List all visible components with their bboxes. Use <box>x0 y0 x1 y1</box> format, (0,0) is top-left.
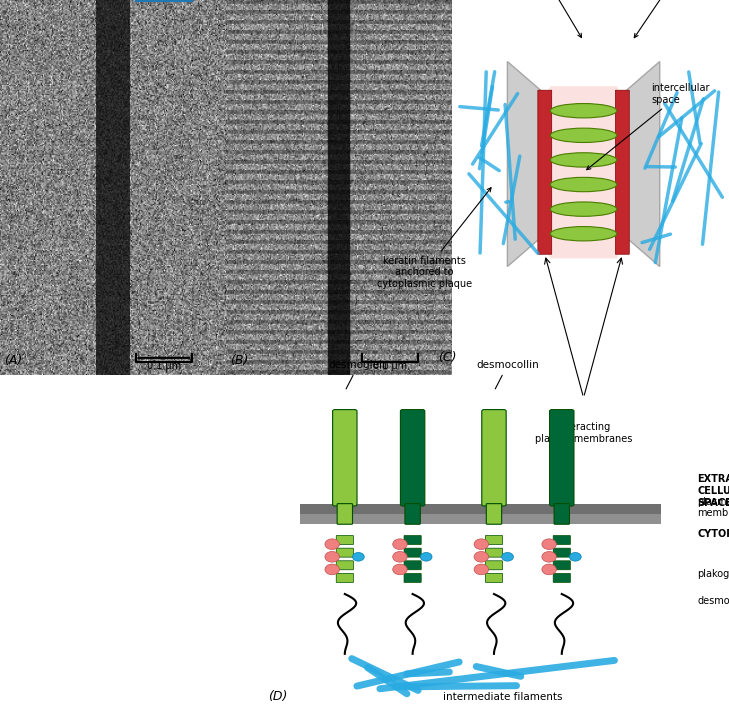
FancyBboxPatch shape <box>553 573 570 583</box>
FancyBboxPatch shape <box>550 409 574 506</box>
FancyBboxPatch shape <box>553 561 570 570</box>
Circle shape <box>421 552 432 561</box>
FancyBboxPatch shape <box>337 503 353 525</box>
Ellipse shape <box>550 103 617 118</box>
Ellipse shape <box>550 226 617 241</box>
FancyBboxPatch shape <box>486 503 502 525</box>
Text: EXTRA-
CELLULAR
SPACE: EXTRA- CELLULAR SPACE <box>698 474 729 508</box>
Ellipse shape <box>550 202 617 216</box>
Circle shape <box>393 551 408 562</box>
Text: intercellular
space: intercellular space <box>587 83 710 170</box>
Text: (C): (C) <box>438 351 456 364</box>
Circle shape <box>542 539 556 549</box>
Text: cadherin
family proteins: cadherin family proteins <box>512 0 585 37</box>
FancyBboxPatch shape <box>336 535 354 544</box>
Circle shape <box>542 551 556 562</box>
Circle shape <box>542 564 556 575</box>
Circle shape <box>393 539 408 549</box>
FancyBboxPatch shape <box>400 409 425 506</box>
Text: (A): (A) <box>4 354 23 367</box>
FancyBboxPatch shape <box>486 548 502 557</box>
Text: plasma
membrane: plasma membrane <box>698 497 729 518</box>
FancyBboxPatch shape <box>538 90 552 255</box>
FancyBboxPatch shape <box>549 86 618 258</box>
Text: intermediate filaments: intermediate filaments <box>443 692 563 702</box>
Circle shape <box>325 564 340 575</box>
FancyBboxPatch shape <box>553 548 570 557</box>
Bar <box>300 504 661 516</box>
FancyBboxPatch shape <box>486 561 502 570</box>
Ellipse shape <box>550 177 617 192</box>
Text: desmoplakin: desmoplakin <box>698 596 729 606</box>
FancyBboxPatch shape <box>553 535 570 544</box>
FancyBboxPatch shape <box>615 90 629 255</box>
FancyBboxPatch shape <box>336 573 354 583</box>
FancyBboxPatch shape <box>336 561 354 570</box>
Text: 0.1 μm: 0.1 μm <box>373 361 407 371</box>
Circle shape <box>569 552 581 561</box>
Bar <box>300 514 661 525</box>
Text: plakoglobin: plakoglobin <box>698 569 729 579</box>
FancyBboxPatch shape <box>486 573 502 583</box>
FancyBboxPatch shape <box>336 548 354 557</box>
Text: keratin filaments
anchored to
cytoplasmic plaque: keratin filaments anchored to cytoplasmi… <box>377 187 491 289</box>
Circle shape <box>325 551 340 562</box>
Circle shape <box>325 539 340 549</box>
Circle shape <box>474 564 488 575</box>
Text: (D): (D) <box>268 690 287 703</box>
Polygon shape <box>507 62 541 267</box>
FancyBboxPatch shape <box>404 561 421 570</box>
Circle shape <box>502 552 513 561</box>
Text: (B): (B) <box>230 354 249 367</box>
FancyBboxPatch shape <box>482 409 506 506</box>
FancyBboxPatch shape <box>332 409 357 506</box>
Circle shape <box>393 564 408 575</box>
FancyBboxPatch shape <box>404 548 421 557</box>
Circle shape <box>474 539 488 549</box>
Text: desmoglein: desmoglein <box>328 360 389 389</box>
Polygon shape <box>626 62 660 267</box>
Circle shape <box>353 552 364 561</box>
Text: cytoplasmic
plaque made of
intracellular
anchor proteins: cytoplasmic plaque made of intracellular… <box>634 0 726 37</box>
FancyBboxPatch shape <box>404 535 421 544</box>
FancyBboxPatch shape <box>405 503 421 525</box>
Text: 0.1 μm: 0.1 μm <box>147 361 181 371</box>
FancyBboxPatch shape <box>404 573 421 583</box>
FancyBboxPatch shape <box>554 503 569 525</box>
Text: CYTOPLASM: CYTOPLASM <box>698 530 729 539</box>
Circle shape <box>474 551 488 562</box>
Ellipse shape <box>550 153 617 167</box>
Ellipse shape <box>550 128 617 143</box>
Text: interacting
plasma membranes: interacting plasma membranes <box>535 422 632 444</box>
Text: desmocollin: desmocollin <box>476 360 539 389</box>
FancyBboxPatch shape <box>486 535 502 544</box>
